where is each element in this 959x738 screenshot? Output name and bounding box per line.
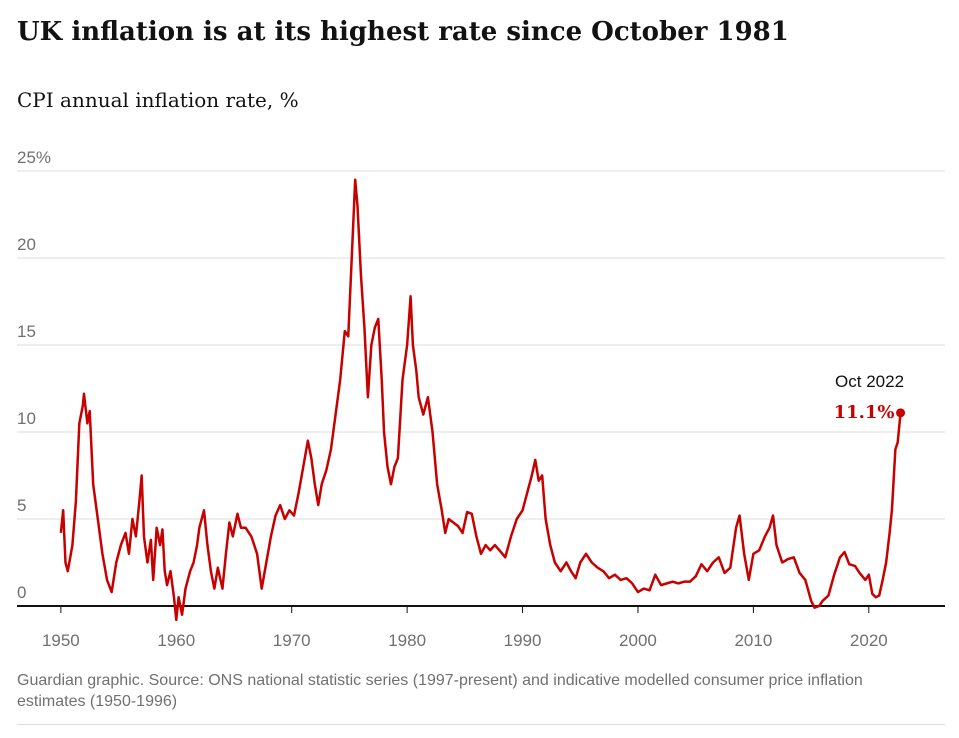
x-tick-label: 2010: [734, 631, 772, 650]
chart-title: UK inflation is at its highest rate sinc…: [17, 17, 789, 47]
x-tick-label: 1960: [157, 631, 195, 650]
y-tick-label: 25%: [17, 148, 51, 167]
chart-subtitle: CPI annual inflation rate, %: [17, 88, 299, 112]
annotation: Oct 2022: [835, 372, 904, 391]
y-tick-label: 5: [17, 496, 26, 515]
x-tick-label: 2000: [619, 631, 657, 650]
value-label: 11.1%: [834, 402, 895, 423]
line: [59, 178, 902, 622]
y-tick-label: 20: [17, 235, 36, 254]
y-tick-label: 15: [17, 322, 36, 341]
x-tick-label: 1970: [273, 631, 311, 650]
x-tick-label: 1950: [42, 631, 80, 650]
highlight-point: [896, 408, 906, 418]
rule: [17, 724, 945, 725]
x-tick-label: 1990: [504, 631, 542, 650]
y-tick-label: 0: [17, 583, 26, 602]
chart: UK inflation is at its highest rate sinc…: [17, 17, 945, 650]
x-tick-label: 1980: [388, 631, 426, 650]
x-tick-label: 2020: [850, 631, 888, 650]
y-tick-label: 10: [17, 409, 36, 428]
source: Guardian graphic. Source: ONS national s…: [17, 672, 863, 710]
